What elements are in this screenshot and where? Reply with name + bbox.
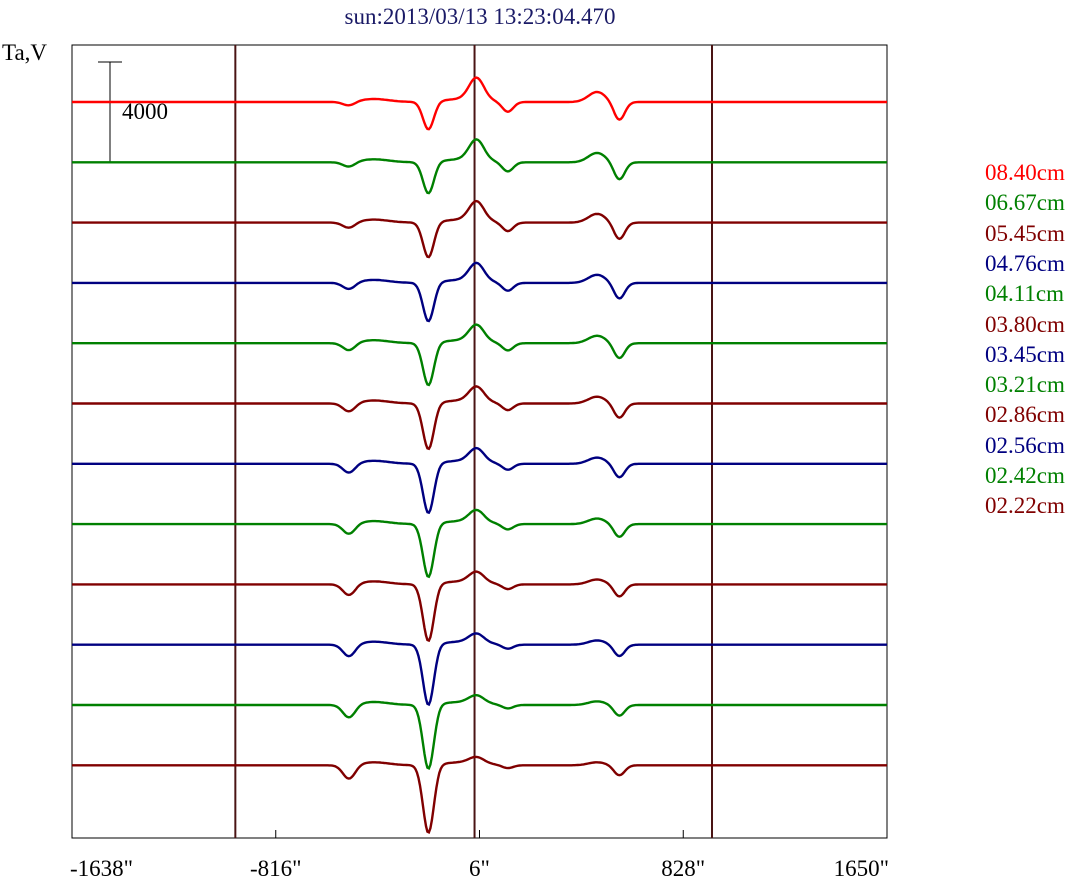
- legend-item: 03.45cm: [985, 341, 1065, 367]
- series-line: [72, 261, 887, 323]
- series-line: [72, 694, 887, 771]
- series-line: [72, 755, 887, 834]
- legend-item: 03.21cm: [985, 372, 1065, 398]
- series-line: [72, 385, 887, 451]
- x-tick-label: -1638": [70, 856, 133, 881]
- legend-item: 04.11cm: [985, 281, 1064, 307]
- legend-item: 05.45cm: [985, 220, 1065, 246]
- series-line: [72, 138, 887, 195]
- x-tick-label: 828": [661, 856, 705, 881]
- x-tick-label: 6": [469, 856, 490, 881]
- series-line: [72, 632, 887, 707]
- series-line: [72, 76, 887, 131]
- legend-item: 06.67cm: [985, 190, 1065, 216]
- series-line: [72, 446, 887, 515]
- legend-item: 02.86cm: [985, 402, 1065, 428]
- legend-item: 08.40cm: [985, 160, 1065, 185]
- y-axis-label: Ta,V: [2, 40, 48, 65]
- legend-item: 02.42cm: [985, 463, 1065, 488]
- x-tick-label: 1650": [834, 856, 889, 881]
- legend-item: 04.76cm: [985, 250, 1065, 276]
- legend-item: 02.22cm: [985, 493, 1065, 519]
- series-line: [72, 508, 887, 579]
- series-line: [72, 323, 887, 387]
- chart-title: sun:2013/03/13 13:23:04.470: [344, 4, 616, 29]
- series-line: [72, 570, 887, 643]
- legend-item: 03.80cm: [985, 311, 1065, 337]
- legend-item: 02.56cm: [985, 432, 1065, 458]
- plot-frame: [71, 44, 888, 839]
- x-tick-label: -816": [250, 856, 302, 881]
- series-line: [72, 199, 887, 259]
